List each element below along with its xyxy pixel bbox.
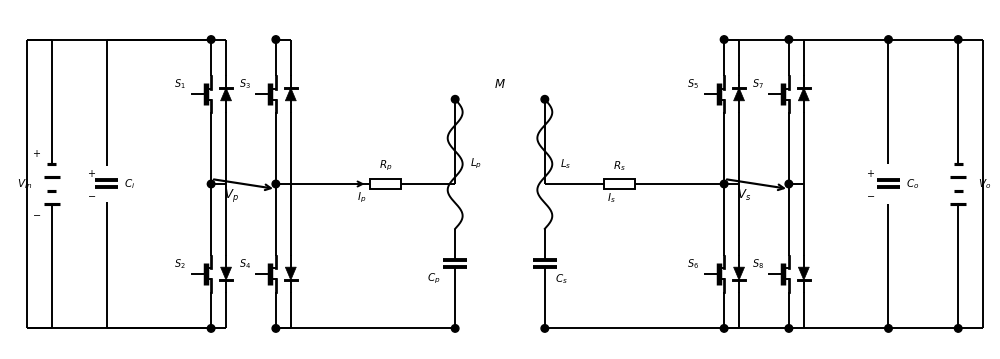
Text: $S_2$: $S_2$ [174,257,186,271]
Text: $R_p$: $R_p$ [379,159,392,173]
Circle shape [885,36,892,43]
Text: $S_8$: $S_8$ [752,257,764,271]
Text: $S_7$: $S_7$ [752,78,764,91]
Polygon shape [798,267,809,280]
Circle shape [272,36,280,43]
Bar [370,178,401,190]
Polygon shape [221,267,232,280]
Circle shape [207,36,215,43]
Text: $S_5$: $S_5$ [687,78,699,91]
Circle shape [785,36,793,43]
Circle shape [451,95,459,103]
Text: $-$: $-$ [866,190,875,200]
Circle shape [954,325,962,332]
Circle shape [785,325,793,332]
Text: $C_p$: $C_p$ [427,271,440,286]
Text: $V_{in}$: $V_{in}$ [17,177,32,191]
Circle shape [541,325,549,332]
Text: $-$: $-$ [87,190,96,200]
Circle shape [720,36,728,43]
Text: $M$: $M$ [494,78,506,91]
Circle shape [885,325,892,332]
Circle shape [785,180,793,188]
Circle shape [272,180,280,188]
Polygon shape [285,88,296,101]
Text: $I_s$: $I_s$ [607,191,616,205]
Text: $I_p$: $I_p$ [357,191,366,205]
Circle shape [720,325,728,332]
Text: $L_p$: $L_p$ [470,157,482,171]
Text: $C_o$: $C_o$ [906,177,920,191]
Circle shape [451,325,459,332]
Text: $V_o$: $V_o$ [978,177,991,191]
Circle shape [541,95,549,103]
Text: $+$: $+$ [866,168,875,178]
Text: $V_p$: $V_p$ [224,187,239,204]
Text: $C_s$: $C_s$ [555,272,568,285]
Text: $V_s$: $V_s$ [737,188,752,204]
Text: $R_s$: $R_s$ [613,159,626,173]
Text: $L_s$: $L_s$ [560,157,571,171]
Text: $S_6$: $S_6$ [687,257,699,271]
Polygon shape [798,88,809,101]
Bar [604,178,635,190]
Text: $S_3$: $S_3$ [239,78,251,91]
Circle shape [207,325,215,332]
Circle shape [207,180,215,188]
Circle shape [954,36,962,43]
Text: $S_4$: $S_4$ [239,257,251,271]
Circle shape [272,325,280,332]
Text: $+$: $+$ [87,168,96,178]
Text: $-$: $-$ [32,209,41,219]
Text: $C_i$: $C_i$ [124,177,136,191]
Polygon shape [734,88,745,101]
Polygon shape [734,267,745,280]
Circle shape [720,180,728,188]
Polygon shape [285,267,296,280]
Text: $S_1$: $S_1$ [174,78,186,91]
Text: $+$: $+$ [32,148,41,159]
Polygon shape [221,88,232,101]
